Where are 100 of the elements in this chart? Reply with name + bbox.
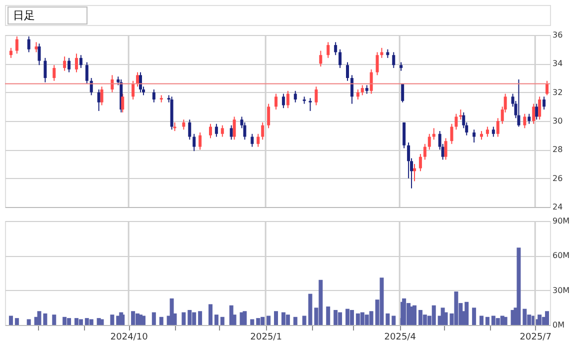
candlestick: [110, 74, 114, 93]
candlestick: [44, 57, 47, 83]
candlestick: [346, 62, 349, 82]
candlestick: [496, 118, 500, 138]
candlestick: [356, 88, 360, 100]
bar: [412, 305, 416, 325]
bar: [256, 318, 260, 325]
bar: [26, 319, 31, 325]
candlestick: [450, 123, 454, 144]
bar: [62, 316, 67, 325]
bar: [182, 312, 186, 325]
candlestick: [63, 56, 66, 72]
candlestick: [380, 47, 384, 58]
candlestick: [376, 52, 379, 76]
bar: [516, 248, 521, 325]
bar: [538, 314, 542, 325]
y-tick-label: 60M: [552, 251, 570, 260]
candlestick: [230, 124, 233, 140]
bar: [198, 311, 202, 325]
candlestick: [538, 96, 542, 120]
bar: [302, 316, 306, 325]
candlestick: [517, 78, 520, 128]
candlestick: [188, 119, 192, 140]
candlestick: [15, 36, 18, 54]
candlestick: [472, 129, 476, 143]
bar: [250, 319, 254, 325]
candlestick: [97, 88, 100, 112]
candlestick: [350, 74, 354, 104]
candlestick: [532, 103, 536, 124]
y-tick-label: 90M: [552, 216, 570, 226]
y-tick-label: 26: [552, 174, 563, 183]
y-tick-label: 28: [552, 145, 563, 154]
candlestick: [492, 126, 495, 138]
bar: [242, 311, 247, 325]
bar: [286, 314, 290, 325]
bar: [266, 316, 271, 325]
candlestick: [74, 53, 78, 73]
bar: [274, 311, 278, 325]
candlestick: [282, 93, 285, 109]
bar: [480, 316, 484, 325]
text: 日足: [13, 9, 35, 22]
candlestick: [454, 113, 458, 130]
candlestick: [198, 132, 202, 150]
candlestick: [542, 96, 546, 110]
y-tick-label: 30M: [552, 286, 570, 295]
x-tick-label: 2025/1: [250, 332, 282, 342]
bar: [214, 314, 218, 325]
candlestick: [370, 68, 373, 94]
bar: [220, 316, 224, 325]
candlestick: [152, 88, 156, 103]
y-tick-label: 30: [552, 116, 563, 126]
candlestick: [68, 57, 71, 73]
candlestick: [294, 90, 297, 103]
bar: [131, 311, 136, 325]
bar: [110, 314, 114, 325]
candlestick: [38, 43, 41, 66]
candlestick: [423, 143, 426, 160]
bar: [188, 310, 192, 325]
bar: [350, 310, 354, 325]
candlestick: [286, 90, 290, 109]
candlestick: [256, 133, 260, 148]
bar: [89, 319, 94, 325]
candlestick: [214, 123, 218, 138]
candlestick: [418, 153, 422, 172]
candlestick: [338, 48, 342, 68]
candlestick: [192, 133, 196, 152]
candlestick: [132, 80, 135, 100]
candlestick: [139, 72, 142, 93]
candlestick: [261, 122, 264, 140]
bar: [503, 316, 508, 325]
candlestick: [314, 86, 318, 106]
x-tick-label: 2025/4: [384, 332, 416, 342]
candlestick: [136, 72, 140, 88]
x-tick-label: 2024/10: [110, 332, 148, 342]
candlestick: [326, 42, 330, 58]
bar: [141, 316, 146, 325]
candlestick: [79, 54, 82, 68]
bar: [208, 304, 212, 325]
bar: [545, 311, 550, 325]
candlestick: [208, 123, 212, 139]
candlestick: [546, 80, 549, 96]
candlestick: [267, 103, 270, 129]
bar: [100, 319, 104, 325]
bar: [78, 319, 83, 325]
candlestick: [274, 93, 278, 110]
bar: [392, 316, 396, 325]
candlestick: [392, 52, 396, 68]
bar: [485, 316, 490, 325]
candlestick: [523, 113, 526, 129]
y-tick-label: 24: [552, 202, 563, 212]
candlestick: [319, 50, 322, 68]
bar: [152, 312, 156, 325]
bar: [52, 314, 56, 325]
y-tick-label: 36: [552, 30, 563, 40]
bar: [369, 311, 374, 325]
bar: [326, 306, 330, 325]
candlestick: [121, 93, 124, 113]
bar: [522, 308, 527, 325]
x-tick-label: 2025/7: [520, 332, 552, 342]
bar: [8, 316, 13, 325]
